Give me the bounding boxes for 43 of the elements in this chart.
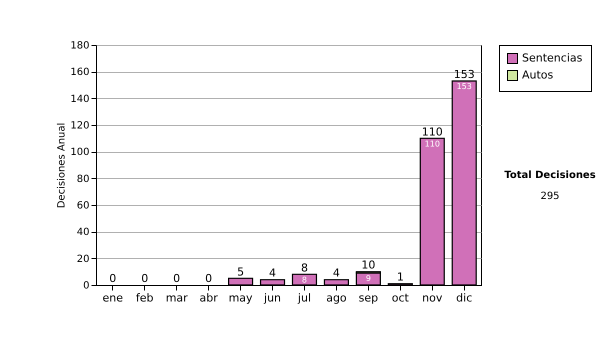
data-label: 153 [456,82,472,91]
x-tick-label: mar [166,292,188,304]
data-label: 9 [366,274,371,283]
y-tick-label: 120 [70,120,90,132]
x-tick-label: nov [422,292,443,304]
total-label: 10 [361,258,376,272]
legend-label: Autos [522,68,554,82]
x-tick-label: dic [456,292,472,304]
x-tick-label: abr [200,292,218,304]
data-label: 110 [424,139,440,148]
total-label: 4 [332,266,340,280]
data-label: 8 [302,275,308,284]
y-tick-label: 160 [70,67,90,78]
y-tick-label: 60 [76,200,90,212]
legend-label: Sentencias [522,52,583,64]
x-tick-label: oct [392,292,410,304]
x-tick-label: sep [358,292,378,304]
x-tick-label: feb [136,292,154,304]
y-tick-label: 100 [70,147,90,158]
y-tick-label: 180 [70,40,90,52]
y-axis-title: Decisiones Anual [56,122,68,208]
total-label: 8 [300,261,308,274]
total-label: 4 [269,266,276,280]
total-label: 110 [422,125,443,138]
y-tick-label: 140 [70,94,90,105]
total-label: 5 [237,265,244,278]
x-tick-label: ene [102,292,124,304]
x-tick-label: may [228,292,254,304]
total-label: 0 [173,272,180,285]
total-label: 1 [396,270,404,284]
y-tick-label: 80 [76,174,90,185]
x-tick-label: jul [296,292,312,304]
total-label: 0 [109,272,116,285]
total-label: 0 [205,272,212,285]
y-tick-label: 40 [76,227,90,238]
total-label: 153 [454,68,475,81]
x-tick-label: ago [326,292,347,304]
y-tick-label: 0 [83,280,90,292]
total-label: 0 [141,272,148,285]
text: Total Decisiones [503,170,597,181]
text: 295 [539,191,561,202]
y-tick-label: 20 [76,254,90,265]
x-tick-label: jun [263,292,282,304]
